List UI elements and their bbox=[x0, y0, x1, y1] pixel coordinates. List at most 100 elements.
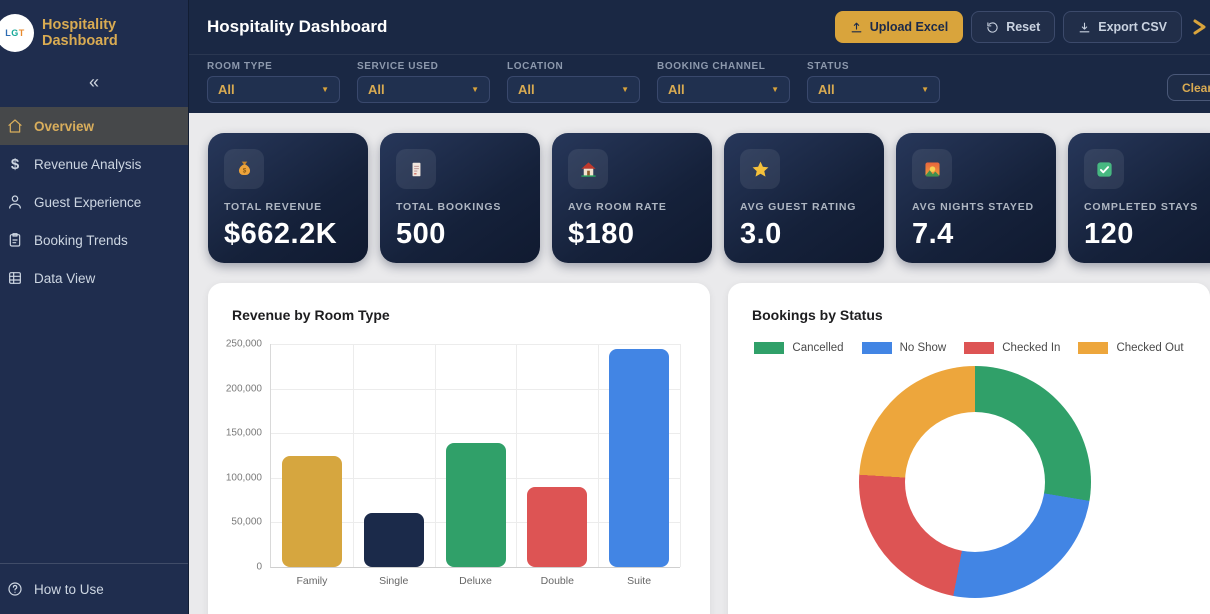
kpi-label: AVG NIGHTS STAYED bbox=[912, 201, 1034, 213]
x-axis-label: Single bbox=[379, 575, 409, 587]
x-axis-label: Double bbox=[540, 575, 574, 587]
sidebar-item-label: Guest Experience bbox=[34, 194, 142, 210]
filter-bar: ROOM TYPE All ▼ SERVICE USED All ▼ LOCAT… bbox=[189, 55, 1210, 113]
money-bag-icon: $ bbox=[224, 149, 264, 189]
bar-family[interactable] bbox=[281, 455, 342, 567]
kpi-value: 7.4 bbox=[912, 218, 954, 250]
reset-button[interactable]: Reset bbox=[971, 11, 1056, 43]
revenue-by-room-type-card: Revenue by Room Type 0 50,000 100,000 150,0… bbox=[208, 283, 710, 614]
bar-suite[interactable] bbox=[609, 349, 670, 567]
sidebar-item-label: Booking Trends bbox=[34, 232, 128, 248]
legend-item-checked-in[interactable]: Checked In bbox=[964, 342, 1060, 354]
doughnut-chart[interactable] bbox=[859, 366, 1091, 598]
house-icon bbox=[568, 149, 608, 189]
reset-icon bbox=[987, 21, 998, 33]
filter-label: LOCATION bbox=[507, 61, 564, 72]
dropdown-arrow-icon: ▼ bbox=[321, 85, 329, 94]
legend-item-no-show[interactable]: No Show bbox=[861, 342, 947, 354]
status-select[interactable]: All ▼ bbox=[807, 76, 940, 103]
sidebar-item-booking-trends[interactable]: Booking Trends bbox=[0, 221, 188, 259]
chart-legend: Cancelled No Show Checked In Checke bbox=[752, 342, 1186, 354]
dropdown-arrow-icon: ▼ bbox=[921, 85, 929, 94]
sidebar-item-overview[interactable]: Overview bbox=[0, 107, 188, 145]
y-axis-tick: 50,000 bbox=[231, 516, 262, 528]
dropdown-arrow-icon: ▼ bbox=[471, 85, 479, 94]
star-icon bbox=[740, 149, 780, 189]
kpi-value: $662.2K bbox=[224, 218, 338, 250]
bar-double[interactable] bbox=[527, 486, 588, 567]
bar-chart-plot-area: 0 50,000 100,000 150,000 200,000 250,000 Famil… bbox=[226, 339, 681, 587]
filter-service-used: SERVICE USED All ▼ bbox=[357, 61, 490, 113]
bar-single[interactable] bbox=[363, 513, 424, 567]
chart-title: Bookings by Status bbox=[752, 307, 883, 323]
filter-room-type: ROOM TYPE All ▼ bbox=[207, 61, 340, 113]
sidebar-title: Hospitality Dashboard bbox=[42, 17, 118, 49]
svg-text:$: $ bbox=[242, 167, 246, 174]
bar-deluxe[interactable] bbox=[445, 443, 506, 567]
legend-item-cancelled[interactable]: Cancelled bbox=[754, 342, 844, 354]
sidebar-item-how-to-use[interactable]: How to Use bbox=[0, 570, 188, 614]
upload-icon bbox=[851, 22, 862, 32]
legend-label: Cancelled bbox=[792, 342, 844, 354]
filter-booking-channel: BOOKING CHANNEL All ▼ bbox=[657, 61, 790, 113]
kpi-label: AVG GUEST RATING bbox=[740, 201, 857, 213]
kpi-value: $180 bbox=[568, 218, 635, 250]
service-used-select[interactable]: All ▼ bbox=[357, 76, 490, 103]
dropdown-arrow-icon: ▼ bbox=[771, 85, 779, 94]
sidebar-collapse-button[interactable]: « bbox=[88, 72, 99, 92]
kpi-label: TOTAL BOOKINGS bbox=[396, 201, 502, 213]
kpi-card-total-bookings: TOTAL BOOKINGS 500 bbox=[380, 133, 540, 263]
legend-swatch bbox=[1078, 342, 1109, 354]
charts-row: Revenue by Room Type 0 50,000 100,000 150,0… bbox=[208, 283, 1210, 614]
bar-chart: 0 50,000 100,000 150,000 200,000 250,000 Famil… bbox=[226, 339, 681, 587]
sidebar-item-revenue-analysis[interactable]: $ Revenue Analysis bbox=[0, 145, 188, 183]
app-logo: LGT bbox=[0, 14, 34, 52]
sidebar-divider bbox=[0, 563, 188, 564]
legend-item-checked-out[interactable]: Checked Out bbox=[1078, 342, 1184, 354]
download-icon bbox=[1079, 22, 1090, 32]
legend-label: Checked Out bbox=[1116, 342, 1184, 354]
sidebar: LGT Hospitality Dashboard « Overview $ R… bbox=[0, 0, 189, 614]
header-actions: Upload Excel Reset Export CSV bbox=[834, 11, 1200, 43]
legend-label: No Show bbox=[899, 342, 947, 354]
kpi-card-completed-stays: COMPLETED STAYS 120 bbox=[1068, 133, 1210, 263]
main-area: Hospitality Dashboard Upload Excel Reset… bbox=[189, 0, 1210, 614]
legend-swatch bbox=[754, 342, 785, 354]
kpi-card-avg-room-rate: AVG ROOM RATE $180 bbox=[552, 133, 712, 263]
sidebar-item-label: Revenue Analysis bbox=[34, 156, 142, 172]
kpi-card-total-revenue: $ TOTAL REVENUE $662.2K bbox=[208, 133, 368, 263]
sidebar-item-guest-experience[interactable]: Guest Experience bbox=[0, 183, 188, 221]
y-axis-tick: 200,000 bbox=[225, 383, 262, 395]
x-axis-label: Family bbox=[296, 575, 328, 587]
clear-all-button[interactable]: Clear All bbox=[1167, 74, 1210, 101]
room-type-select[interactable]: All ▼ bbox=[207, 76, 340, 103]
bookings-by-status-card: Bookings by Status Cancelled No Show bbox=[728, 283, 1210, 614]
kpi-value: 3.0 bbox=[740, 218, 782, 250]
booking-channel-select[interactable]: All ▼ bbox=[657, 76, 790, 103]
selected-value: All bbox=[218, 82, 235, 97]
check-icon bbox=[1084, 149, 1124, 189]
export-csv-button[interactable]: Export CSV bbox=[1063, 11, 1182, 43]
kpi-label: AVG ROOM RATE bbox=[568, 201, 667, 213]
kpi-card-avg-guest-rating: AVG GUEST RATING 3.0 bbox=[724, 133, 884, 263]
page-title: Hospitality Dashboard bbox=[207, 17, 388, 36]
x-axis-label: Deluxe bbox=[459, 575, 492, 587]
logo-row: LGT Hospitality Dashboard bbox=[0, 0, 188, 62]
receipt-icon bbox=[396, 149, 436, 189]
chevron-right-icon[interactable] bbox=[1192, 19, 1208, 40]
dropdown-arrow-icon: ▼ bbox=[621, 85, 629, 94]
sidebar-item-label: Data View bbox=[34, 270, 96, 286]
upload-excel-button[interactable]: Upload Excel bbox=[834, 11, 964, 43]
legend-label: Checked In bbox=[1002, 342, 1061, 354]
kpi-value: 120 bbox=[1084, 218, 1134, 250]
y-axis-tick: 150,000 bbox=[225, 427, 262, 439]
y-axis-tick: 100,000 bbox=[225, 472, 262, 484]
sidebar-item-data-view[interactable]: Data View bbox=[0, 259, 188, 297]
y-axis-tick: 250,000 bbox=[225, 338, 262, 350]
selected-value: All bbox=[668, 82, 685, 97]
location-select[interactable]: All ▼ bbox=[507, 76, 640, 103]
kpi-card-avg-nights-stayed: AVG NIGHTS STAYED 7.4 bbox=[896, 133, 1056, 263]
sidebar-item-label: How to Use bbox=[34, 581, 104, 597]
home-icon bbox=[6, 117, 24, 135]
